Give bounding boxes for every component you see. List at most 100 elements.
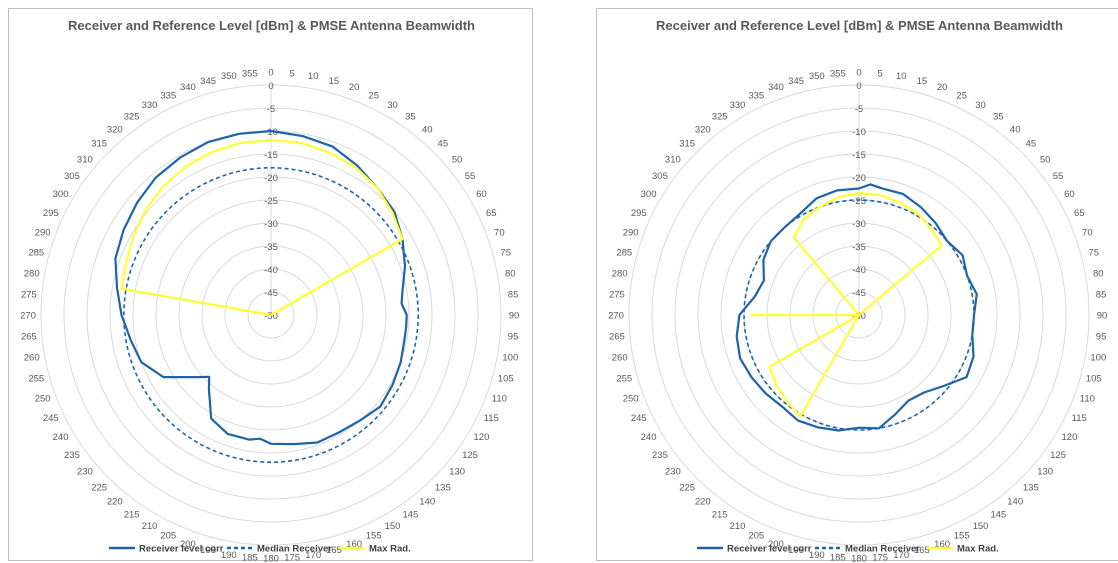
angle-tick-label: 255 bbox=[616, 373, 632, 384]
angle-tick-label: 75 bbox=[500, 248, 511, 259]
polar-chart-left: Receiver and Reference Level [dBm] & PMS… bbox=[20, 18, 519, 563]
radial-tick-label: -10 bbox=[264, 127, 278, 138]
angle-tick-label: 335 bbox=[160, 90, 176, 101]
angle-tick-label: 100 bbox=[502, 353, 518, 364]
angle-tick-label: 270 bbox=[608, 311, 624, 322]
angle-tick-label: 45 bbox=[438, 139, 449, 150]
angle-tick-label: 225 bbox=[91, 482, 107, 493]
angle-tick-label: 350 bbox=[221, 71, 237, 82]
angle-tick-label: 195 bbox=[788, 545, 804, 556]
angle-tick-label: 320 bbox=[695, 124, 711, 135]
angle-tick-label: 275 bbox=[609, 289, 625, 300]
angle-tick-label: 235 bbox=[652, 450, 668, 461]
angle-tick-label: 110 bbox=[492, 394, 507, 405]
radial-tick-label: -15 bbox=[852, 150, 866, 161]
angle-tick-label: 270 bbox=[20, 311, 36, 322]
radial-tick-label: -5 bbox=[855, 104, 863, 115]
angle-tick-label: 300 bbox=[641, 189, 657, 200]
chart-panel-left: Receiver and Reference Level [dBm] & PMS… bbox=[8, 8, 533, 563]
angle-tick-label: 155 bbox=[954, 531, 970, 542]
chart-panel-right: Receiver and Reference Level [dBm] & PMS… bbox=[596, 8, 1118, 563]
legend-median-receiver: Median Receiver bbox=[227, 544, 332, 555]
angle-tick-label: 230 bbox=[77, 467, 93, 478]
angle-tick-label: 145 bbox=[402, 510, 418, 521]
angle-tick-label: 120 bbox=[1062, 432, 1078, 443]
angle-tick-label: 135 bbox=[1023, 482, 1039, 493]
angle-tick-label: 100 bbox=[1090, 353, 1106, 364]
angle-tick-label: 210 bbox=[142, 521, 158, 532]
radial-tick-label: -10 bbox=[852, 127, 866, 138]
angle-tick-label: 55 bbox=[1053, 171, 1064, 182]
angle-tick-label: 40 bbox=[1010, 124, 1021, 135]
angle-tick-label: 180 bbox=[263, 554, 279, 563]
angle-tick-label: 285 bbox=[616, 248, 632, 259]
angle-tick-label: 355 bbox=[830, 68, 846, 79]
angle-tick-label: 200 bbox=[768, 539, 784, 550]
angle-tick-label: 30 bbox=[387, 100, 398, 111]
angle-tick-label: 340 bbox=[768, 82, 784, 93]
angle-tick-label: 305 bbox=[64, 171, 80, 182]
angle-tick-label: 150 bbox=[973, 521, 989, 532]
angle-tick-label: 115 bbox=[484, 413, 499, 424]
angle-tick-label: 60 bbox=[476, 189, 487, 200]
radial-tick-label: -20 bbox=[852, 173, 866, 184]
radial-tick-label: 0 bbox=[856, 81, 861, 92]
angle-tick-label: 330 bbox=[142, 100, 158, 111]
angle-tick-label: 25 bbox=[368, 90, 379, 101]
angle-tick-label: 310 bbox=[665, 154, 681, 165]
angle-tick-label: 260 bbox=[24, 353, 40, 364]
angle-tick-label: 225 bbox=[679, 482, 695, 493]
legend-label: Max Rad. bbox=[957, 544, 999, 555]
radial-tick-label: -40 bbox=[264, 265, 278, 276]
angle-tick-label: 245 bbox=[43, 413, 59, 424]
legend-label: Median Receiver bbox=[257, 544, 332, 555]
angle-tick-label: 160 bbox=[934, 539, 950, 550]
angle-tick-label: 90 bbox=[1097, 311, 1108, 322]
angle-tick-label: 85 bbox=[1096, 289, 1107, 300]
angle-tick-label: 145 bbox=[990, 510, 1006, 521]
angle-tick-label: 265 bbox=[21, 332, 37, 343]
angle-tick-label: 50 bbox=[452, 154, 463, 165]
angle-tick-label: 335 bbox=[748, 90, 764, 101]
angle-tick-label: 170 bbox=[893, 550, 909, 561]
angle-tick-label: 70 bbox=[1082, 227, 1093, 238]
angle-tick-label: 35 bbox=[405, 111, 416, 122]
angle-tick-label: 280 bbox=[612, 268, 628, 279]
angle-tick-label: 10 bbox=[308, 71, 319, 82]
angle-tick-label: 195 bbox=[200, 545, 216, 556]
angle-tick-label: 190 bbox=[809, 550, 825, 561]
radial-tick-label: -25 bbox=[264, 196, 278, 207]
angle-tick-label: 5 bbox=[290, 68, 295, 79]
angle-tick-label: 70 bbox=[494, 227, 505, 238]
radial-tick-label: -5 bbox=[267, 104, 275, 115]
angle-tick-label: 140 bbox=[1007, 497, 1023, 508]
angle-tick-label: 345 bbox=[788, 76, 804, 87]
angle-tick-label: 345 bbox=[200, 76, 216, 87]
chart-title: Receiver and Reference Level [dBm] & PMS… bbox=[68, 18, 475, 33]
angle-tick-label: 115 bbox=[1072, 413, 1087, 424]
angle-tick-label: 350 bbox=[809, 71, 825, 82]
angle-tick-label: 165 bbox=[914, 545, 930, 556]
angle-tick-label: 215 bbox=[124, 510, 140, 521]
legend-max-rad: Max Rad. bbox=[339, 544, 411, 555]
angle-tick-label: 95 bbox=[1096, 332, 1107, 343]
angle-tick-label: 330 bbox=[730, 100, 746, 111]
radial-tick-label: -25 bbox=[852, 196, 866, 207]
series-max-rad bbox=[120, 139, 404, 317]
radial-tick-label: -35 bbox=[852, 242, 866, 253]
angle-tick-label: 40 bbox=[422, 124, 433, 135]
angle-tick-label: 25 bbox=[956, 90, 967, 101]
angle-tick-label: 180 bbox=[851, 554, 867, 563]
angle-tick-label: 315 bbox=[679, 139, 695, 150]
angle-tick-label: 255 bbox=[28, 373, 44, 384]
radial-tick-label: 0 bbox=[268, 81, 273, 92]
angle-tick-label: 55 bbox=[465, 171, 476, 182]
angle-tick-label: 125 bbox=[1050, 450, 1066, 461]
radial-tick-label: -20 bbox=[264, 173, 278, 184]
angle-tick-label: 50 bbox=[1040, 154, 1051, 165]
angle-tick-label: 45 bbox=[1026, 139, 1037, 150]
angle-tick-label: 295 bbox=[631, 208, 647, 219]
angle-tick-label: 310 bbox=[77, 154, 93, 165]
angle-tick-label: 65 bbox=[1074, 208, 1085, 219]
radial-tick-label: -35 bbox=[264, 242, 278, 253]
